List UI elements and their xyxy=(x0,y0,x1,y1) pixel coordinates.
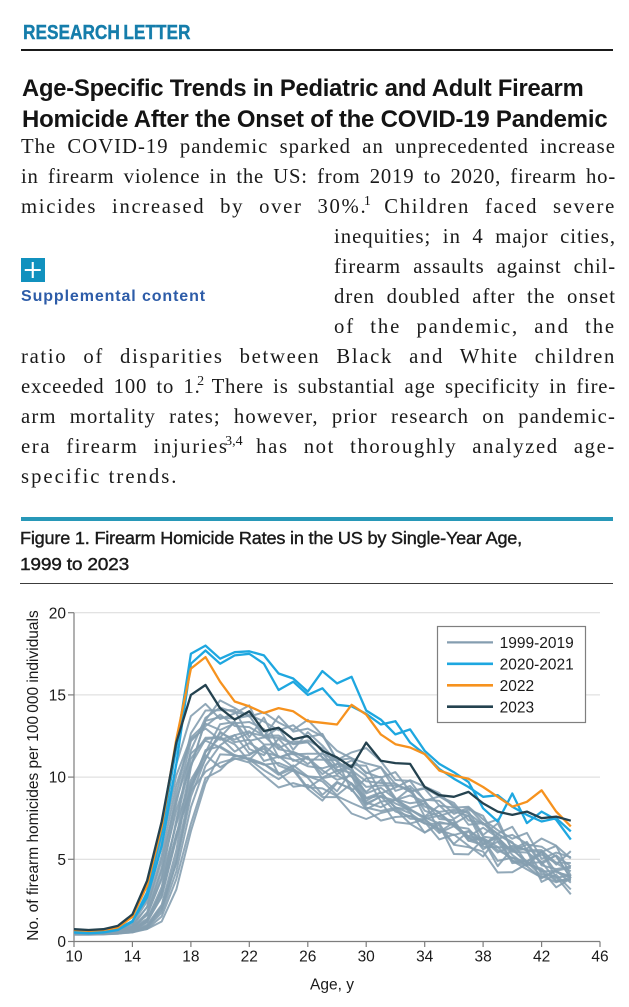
svg-text:0: 0 xyxy=(57,934,66,951)
svg-text:38: 38 xyxy=(474,948,491,965)
svg-text:10: 10 xyxy=(65,948,83,965)
svg-text:5: 5 xyxy=(57,852,66,869)
svg-text:18: 18 xyxy=(182,948,199,965)
svg-text:20: 20 xyxy=(49,605,67,622)
svg-text:15: 15 xyxy=(49,688,66,705)
svg-text:34: 34 xyxy=(416,948,434,965)
svg-text:46: 46 xyxy=(591,948,608,965)
svg-text:14: 14 xyxy=(124,948,142,965)
svg-text:Age, y: Age, y xyxy=(310,976,354,993)
svg-text:26: 26 xyxy=(299,948,316,965)
svg-text:2023: 2023 xyxy=(500,699,534,716)
svg-text:1999-2019: 1999-2019 xyxy=(500,635,574,652)
svg-text:22: 22 xyxy=(241,948,258,965)
svg-text:30: 30 xyxy=(358,948,376,965)
svg-text:No. of firearm homicides per 1: No. of firearm homicides per 100 000 ind… xyxy=(25,610,42,941)
svg-text:10: 10 xyxy=(49,770,67,787)
svg-text:2022: 2022 xyxy=(500,678,534,695)
svg-text:42: 42 xyxy=(533,948,550,965)
svg-text:2020-2021: 2020-2021 xyxy=(500,656,574,673)
